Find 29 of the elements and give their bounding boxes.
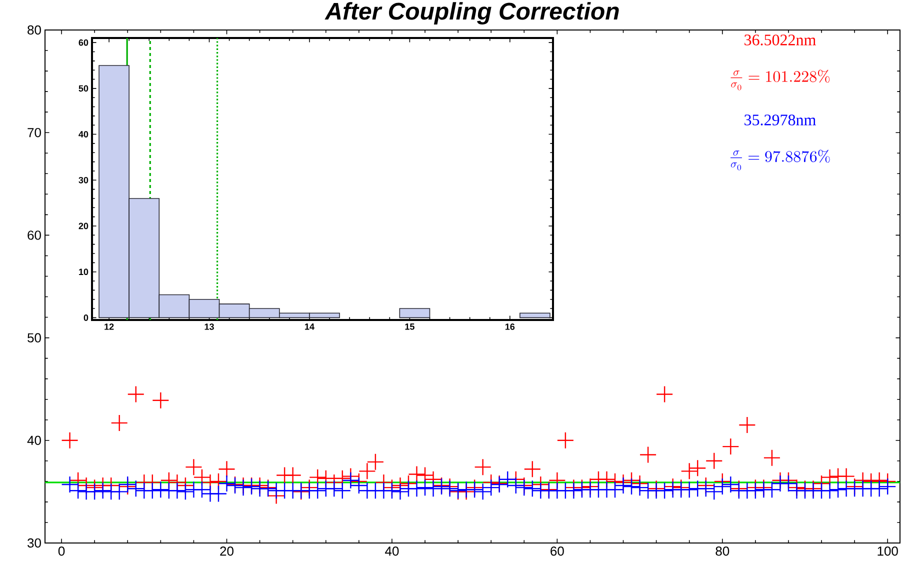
- y-tick-label: 30: [78, 176, 88, 184]
- x-tick-label: 100: [878, 546, 898, 556]
- y-tick-label: 80: [28, 25, 41, 35]
- x-tick-label: 60: [550, 546, 564, 556]
- y-tick-label: 60: [78, 39, 88, 46]
- x-tick-label: 20: [220, 546, 234, 556]
- y-tick-label: 60: [28, 230, 41, 240]
- chart-title: After Coupling Correction: [324, 2, 619, 24]
- y-tick-label: 50: [78, 85, 88, 92]
- y-tick-label: 40: [27, 436, 41, 445]
- x-tick-label: 0: [58, 546, 65, 556]
- x-tick-label: 16: [505, 324, 515, 330]
- annotation: 36.5022nm: [744, 34, 816, 46]
- y-tick-label: 70: [28, 128, 41, 138]
- y-tick-label: 50: [28, 333, 41, 342]
- x-tick-label: 12: [104, 324, 114, 330]
- annotation: $\frac{\sigma}{\sigma_0}=101.228\%$: [730, 70, 830, 90]
- x-tick-label: 40: [385, 546, 399, 556]
- x-tick-label: 15: [405, 324, 414, 330]
- annotation: $\frac{\sigma}{\sigma_0}=97.8876\%$: [730, 150, 830, 170]
- y-tick-label: 0: [84, 314, 88, 321]
- y-tick-label: 10: [79, 268, 88, 276]
- y-tick-label: 30: [28, 538, 41, 548]
- annotation: 35.2978nm: [744, 114, 816, 126]
- y-tick-label: 20: [78, 222, 88, 230]
- y-tick-label: 40: [78, 131, 88, 138]
- x-tick-label: 80: [716, 546, 730, 556]
- x-tick-label: 14: [305, 324, 314, 330]
- x-tick-label: 13: [204, 324, 214, 330]
